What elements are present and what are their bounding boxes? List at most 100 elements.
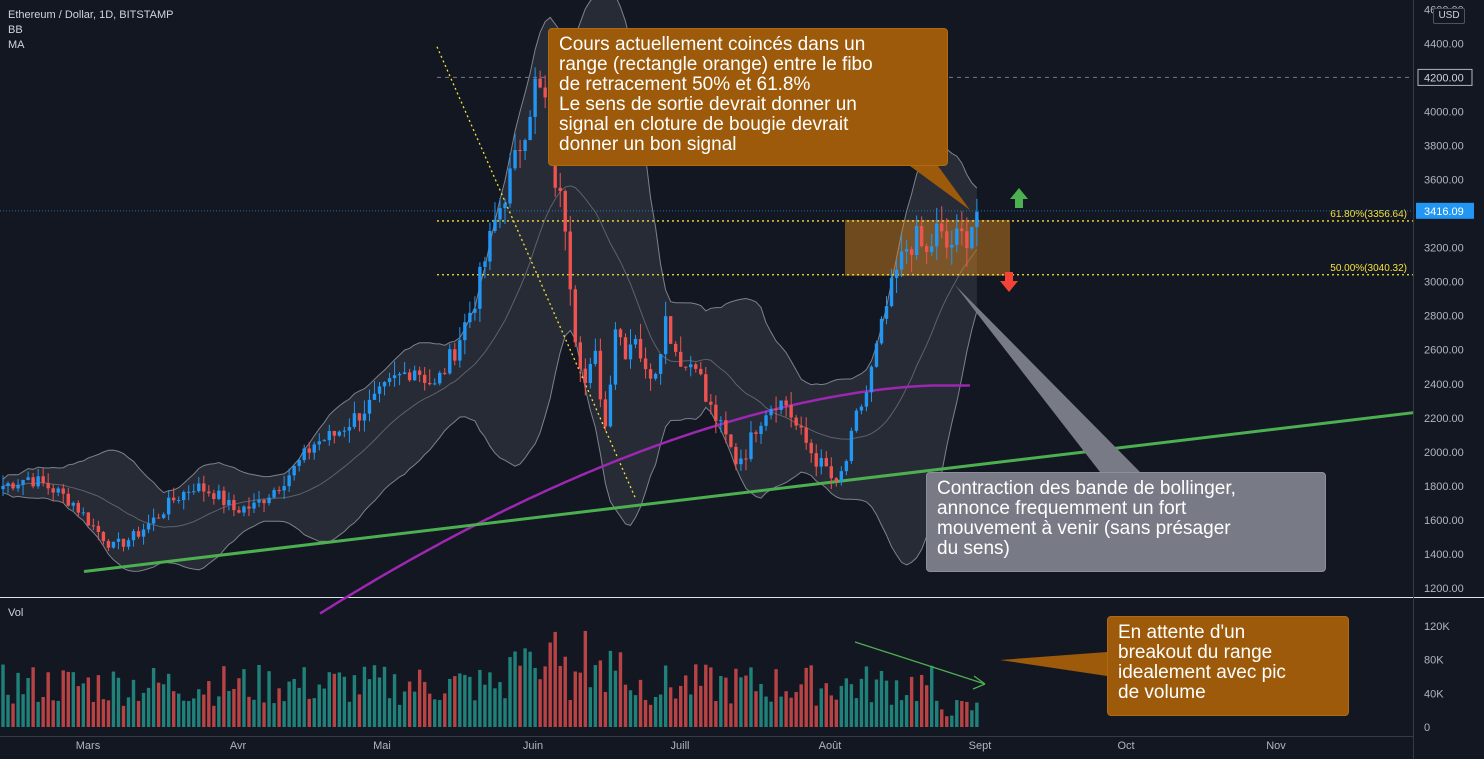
- volume-bar[interactable]: [21, 694, 25, 727]
- volume-bar[interactable]: [458, 673, 462, 727]
- candle-body[interactable]: [904, 249, 909, 252]
- volume-bar[interactable]: [257, 665, 261, 727]
- volume-bar[interactable]: [136, 700, 141, 727]
- volume-bar[interactable]: [894, 680, 899, 727]
- volume-bar[interactable]: [126, 697, 131, 727]
- candle-body[interactable]: [302, 448, 306, 461]
- candle-body[interactable]: [533, 78, 537, 117]
- candle-body[interactable]: [282, 486, 286, 491]
- candle-body[interactable]: [51, 488, 55, 493]
- bollinger-callout[interactable]: Contraction des bande de bollinger, anno…: [926, 472, 1326, 572]
- volume-bar[interactable]: [387, 698, 392, 727]
- volume-bar[interactable]: [277, 688, 281, 727]
- candle-body[interactable]: [267, 497, 271, 504]
- volume-bar[interactable]: [859, 678, 864, 727]
- volume-bar[interactable]: [694, 664, 698, 727]
- candle-body[interactable]: [518, 150, 522, 152]
- candle-body[interactable]: [568, 231, 572, 290]
- candle-body[interactable]: [970, 226, 974, 249]
- volume-bar[interactable]: [56, 700, 60, 727]
- volume-bar[interactable]: [930, 665, 934, 727]
- candle-body[interactable]: [422, 374, 427, 383]
- volume-bar[interactable]: [739, 677, 743, 727]
- candle-body[interactable]: [367, 399, 372, 414]
- candle-body[interactable]: [789, 405, 793, 418]
- volume-bar[interactable]: [247, 696, 251, 727]
- volume-bar[interactable]: [924, 685, 929, 727]
- candle-body[interactable]: [352, 413, 357, 427]
- candle-body[interactable]: [668, 316, 673, 344]
- candle-body[interactable]: [11, 483, 15, 489]
- candle-body[interactable]: [608, 384, 613, 427]
- volume-bar[interactable]: [538, 679, 542, 727]
- candle-body[interactable]: [357, 413, 362, 421]
- volume-bar[interactable]: [633, 695, 638, 727]
- volume-bar[interactable]: [975, 702, 979, 727]
- candle-body[interactable]: [849, 430, 854, 462]
- volume-bar[interactable]: [879, 670, 884, 727]
- candle-body[interactable]: [643, 358, 648, 370]
- volume-bar[interactable]: [156, 682, 161, 727]
- volume-bar[interactable]: [548, 642, 552, 727]
- candle-body[interactable]: [914, 226, 919, 255]
- breakdown-down-arrow[interactable]: [1000, 272, 1018, 292]
- candle-body[interactable]: [724, 420, 728, 435]
- candle-body[interactable]: [116, 538, 121, 542]
- symbol-title[interactable]: Ethereum / Dollar, 1D, BITSTAMP: [8, 9, 174, 21]
- volume-bar[interactable]: [86, 677, 91, 727]
- volume-bar[interactable]: [854, 698, 859, 727]
- candle-body[interactable]: [844, 461, 849, 472]
- candle-body[interactable]: [392, 375, 397, 379]
- candle-body[interactable]: [483, 261, 487, 267]
- volume-bar[interactable]: [864, 666, 869, 727]
- volume-bar[interactable]: [498, 682, 502, 727]
- volume-bar[interactable]: [468, 676, 472, 727]
- volume-bar[interactable]: [774, 669, 778, 727]
- candle-body[interactable]: [76, 502, 80, 513]
- candle-body[interactable]: [207, 491, 211, 494]
- bollinger-basis[interactable]: [2, 185, 978, 528]
- candle-body[interactable]: [769, 408, 773, 416]
- volume-bar[interactable]: [463, 674, 467, 727]
- volume-bar[interactable]: [232, 688, 236, 727]
- volume-bar[interactable]: [488, 672, 492, 727]
- candle-body[interactable]: [744, 458, 748, 460]
- volume-trend-arrow[interactable]: [854, 641, 986, 685]
- candle-body[interactable]: [859, 406, 864, 411]
- candle-body[interactable]: [41, 476, 45, 484]
- candle-body[interactable]: [126, 540, 131, 547]
- candle-body[interactable]: [342, 430, 347, 432]
- candle-body[interactable]: [463, 322, 467, 341]
- volume-bar[interactable]: [799, 684, 803, 727]
- candle-body[interactable]: [975, 211, 979, 227]
- candle-body[interactable]: [719, 420, 723, 422]
- current-price-tag[interactable]: [1416, 202, 1474, 219]
- candle-body[interactable]: [834, 478, 839, 482]
- candle-body[interactable]: [809, 442, 813, 454]
- candle-body[interactable]: [448, 349, 452, 374]
- volume-bar[interactable]: [904, 695, 909, 727]
- volume-bar[interactable]: [643, 699, 648, 727]
- volume-bar[interactable]: [121, 705, 126, 727]
- volume-bar[interactable]: [197, 689, 201, 727]
- volume-bar[interactable]: [483, 684, 487, 727]
- volume-bar[interactable]: [106, 700, 111, 727]
- volume-bar[interactable]: [192, 698, 196, 727]
- volume-bar[interactable]: [583, 630, 588, 727]
- volume-bar[interactable]: [784, 691, 788, 727]
- volume-bar[interactable]: [699, 685, 703, 727]
- candle-body[interactable]: [684, 366, 688, 368]
- candle-body[interactable]: [829, 466, 833, 479]
- volume-bar[interactable]: [804, 667, 808, 727]
- volume-bar[interactable]: [146, 687, 151, 727]
- volume-bar[interactable]: [187, 700, 191, 727]
- volume-bar[interactable]: [834, 699, 839, 727]
- volume-bar[interactable]: [412, 691, 417, 727]
- volume-bar[interactable]: [202, 694, 206, 727]
- volume-bar[interactable]: [658, 694, 663, 727]
- volume-bar[interactable]: [161, 684, 166, 727]
- volume-bar[interactable]: [222, 666, 226, 727]
- volume-bar[interactable]: [332, 673, 337, 727]
- support-trendline[interactable]: [83, 411, 1414, 573]
